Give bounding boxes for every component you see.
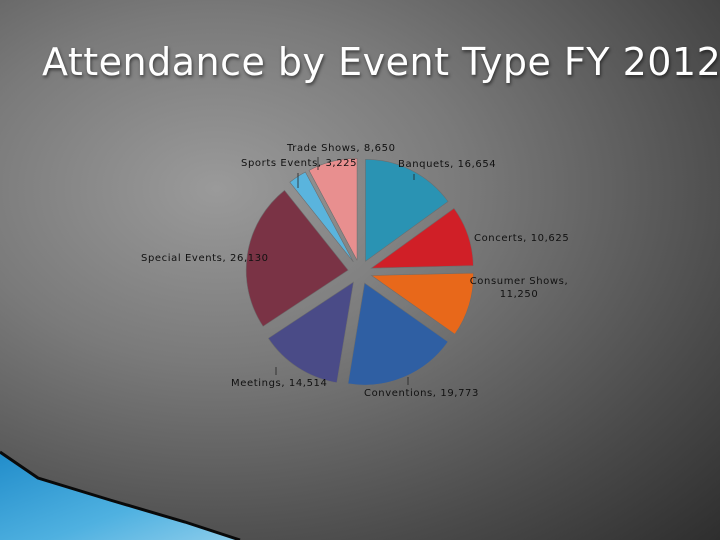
data-label-banquets: Banquets, 16,654 bbox=[398, 159, 496, 170]
data-label-special-events: Special Events, 26,130 bbox=[141, 253, 269, 264]
data-label-concerts: Concerts, 10,625 bbox=[474, 233, 569, 244]
data-label-meetings: Meetings, 14,514 bbox=[231, 378, 327, 389]
data-label-sports-events: Sports Events, 3,225 bbox=[241, 158, 357, 169]
pie-slice-conventions bbox=[347, 282, 449, 386]
pie-labels: Banquets, 16,654 Concerts, 10,625 Consumer… bbox=[141, 143, 569, 399]
slide-title: Attendance by Event Type FY 2012 bbox=[42, 40, 720, 84]
pie-slice-trade-shows bbox=[308, 158, 358, 261]
pie-slice-banquets bbox=[365, 159, 449, 262]
pie-slice-sports-events bbox=[289, 171, 354, 263]
pie-slice-consumer-shows bbox=[370, 272, 474, 335]
corner-accent-shape bbox=[0, 452, 240, 540]
pie-slice-concerts bbox=[370, 207, 474, 269]
data-label-trade-shows: Trade Shows, 8,650 bbox=[286, 143, 396, 154]
pie-slices bbox=[245, 158, 474, 386]
pie-slice-meetings bbox=[267, 281, 354, 384]
pie-slice-special-events bbox=[245, 189, 349, 327]
data-label-conventions: Conventions, 19,773 bbox=[364, 388, 479, 399]
data-label-consumer-shows: Consumer Shows, 11,250 bbox=[470, 276, 569, 300]
corner-accent-edge bbox=[0, 450, 241, 540]
